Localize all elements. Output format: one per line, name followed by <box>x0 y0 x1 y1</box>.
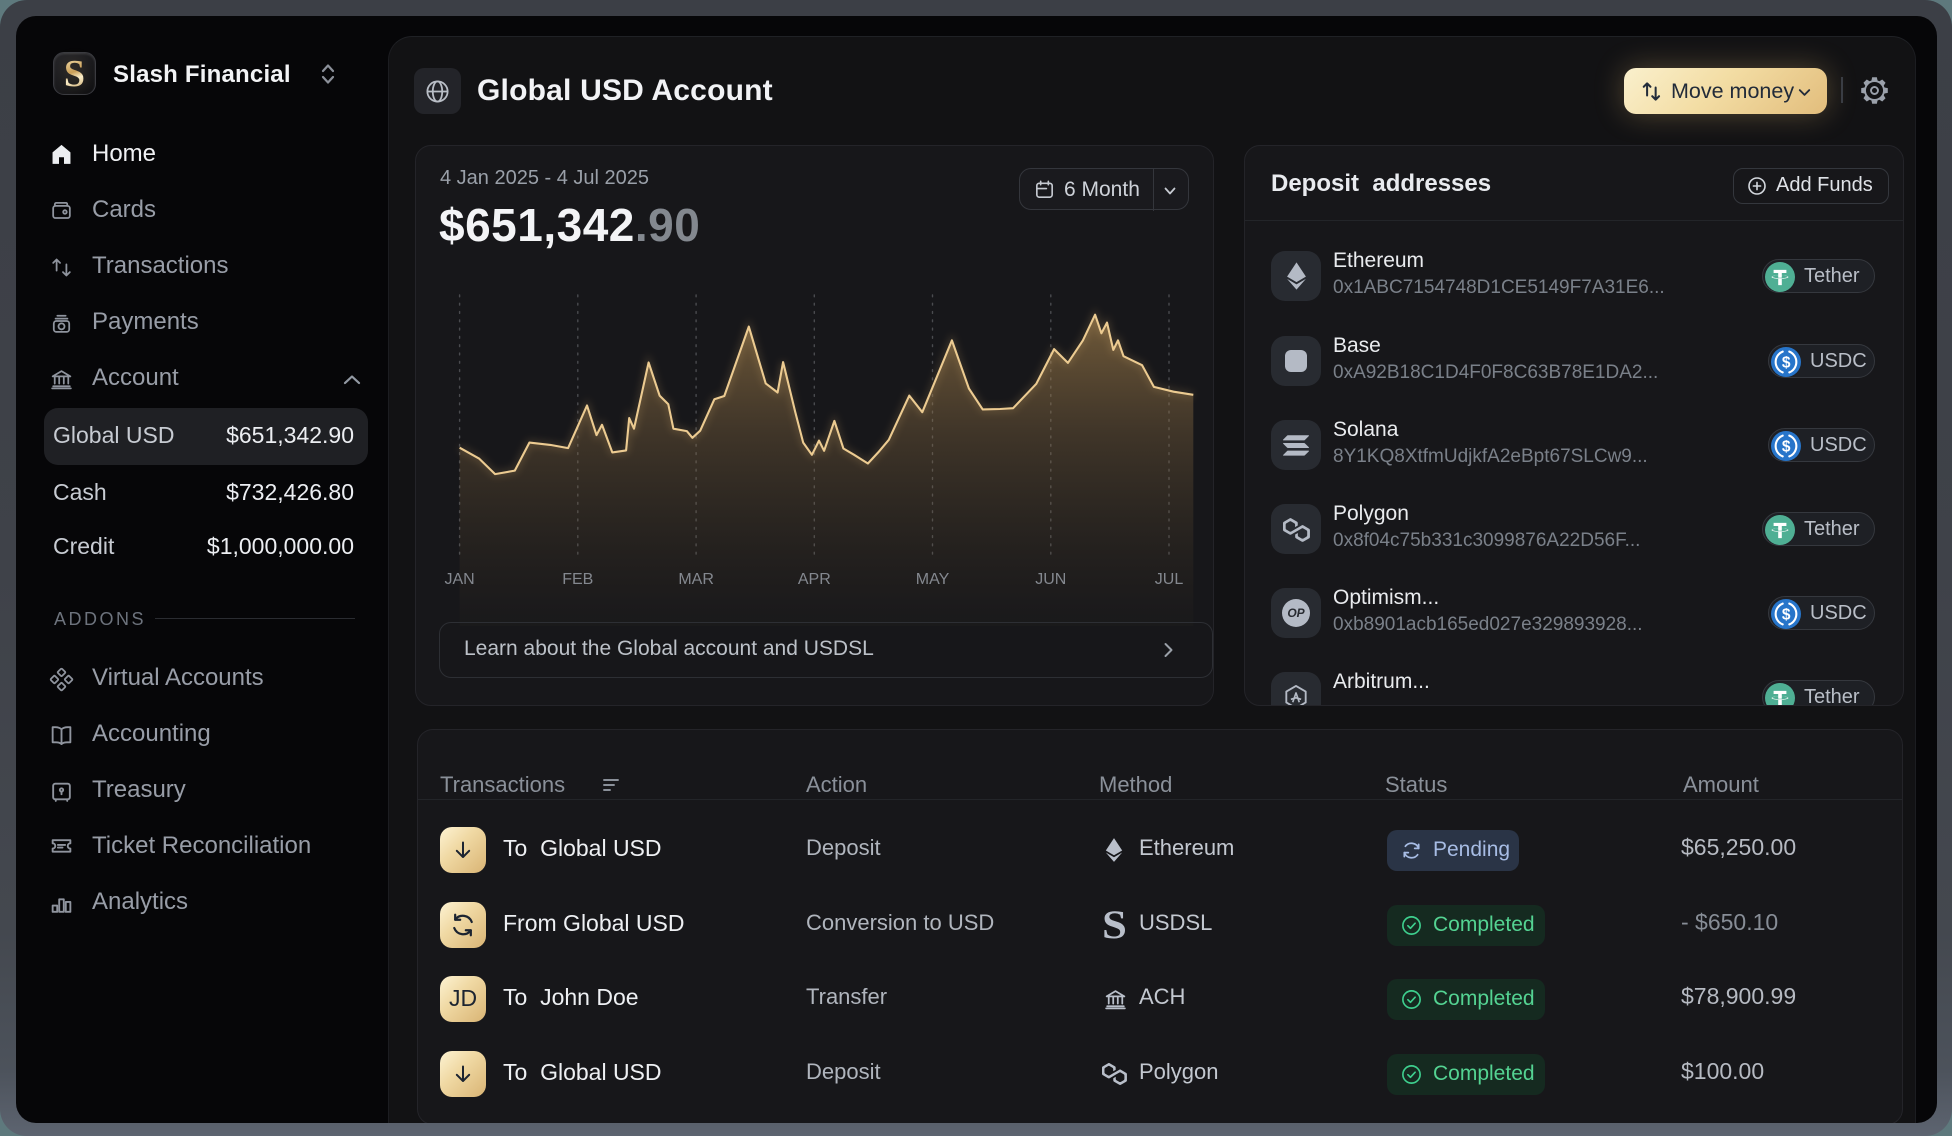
svg-text:$: $ <box>1782 439 1791 456</box>
svg-text:$: $ <box>1782 607 1791 624</box>
svg-text:$: $ <box>1782 355 1791 372</box>
